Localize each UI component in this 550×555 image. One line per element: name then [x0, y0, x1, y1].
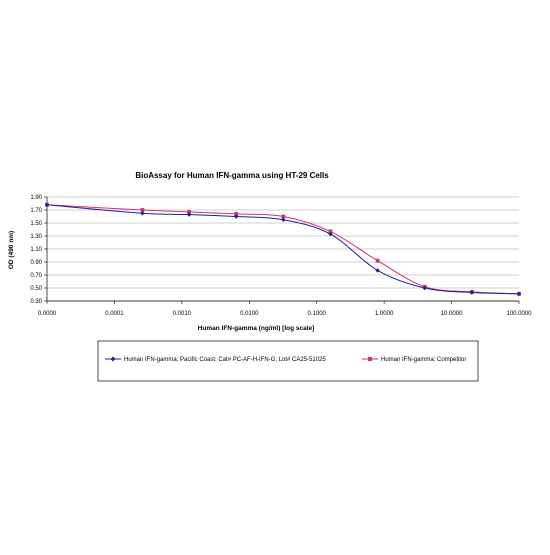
legend: Human IFN-gamma; Pacific Coast; Cat# PC-…	[97, 340, 479, 382]
y-tick-labels: 0.30 0.50 0.70 0.90 1.10 1.30 1.50 1.70 1.90	[30, 195, 42, 305]
data-point-series-2	[328, 229, 333, 234]
x-tick-label: 100.0000	[506, 311, 532, 317]
legend-label-series-2: Human IFN-gamma; Competitor	[381, 357, 466, 363]
data-point-series-1	[44, 202, 50, 207]
data-point-series-1	[422, 285, 427, 291]
series-markers	[44, 202, 522, 297]
legend-label-series-1: Human IFN-gamma; Pacific Coast; Cat# PC-…	[124, 357, 326, 363]
axes	[44, 196, 520, 304]
x-tick-label: 0.1000	[308, 311, 327, 317]
legend-marker-series-1	[110, 356, 116, 362]
series-line-1	[46, 204, 520, 295]
y-axis-label: OD (490 nm)	[8, 231, 15, 269]
y-tick-label: 0.90	[30, 260, 42, 266]
series-lines	[46, 204, 520, 295]
data-point-series-1	[281, 217, 286, 222]
data-point-series-1	[375, 268, 380, 273]
data-point-series-1	[140, 211, 145, 216]
x-tick-labels: 0.0000 0.0001 0.0010 0.0100 0.1000 1.0000 10.0…	[38, 311, 532, 317]
data-point-series-2	[187, 210, 191, 214]
chart-title: BioAssay for Human IFN-gamma using HT-29…	[135, 171, 329, 180]
data-point-series-2	[234, 212, 239, 216]
data-point-series-2	[140, 208, 145, 212]
data-point-series-2	[281, 214, 286, 219]
data-point-series-2	[375, 258, 380, 263]
y-tick-label: 0.50	[30, 286, 42, 292]
data-point-series-1	[469, 290, 475, 295]
y-tick-label: 1.70	[30, 208, 42, 214]
x-axis-label: Human IFN-gamma (ng/ml) [log scale]	[198, 325, 315, 332]
data-point-series-1	[234, 214, 239, 219]
legend-marker-series-2	[368, 357, 372, 361]
x-tick-label: 0.0100	[240, 311, 259, 317]
data-point-series-1	[516, 291, 522, 297]
x-tick-label: 1.0000	[375, 311, 394, 317]
x-tick-label: 10.0000	[441, 311, 463, 317]
data-point-series-1	[186, 212, 192, 217]
x-tick-label: 0.0001	[105, 311, 124, 317]
legend-box	[97, 340, 479, 382]
y-tick-label: 1.10	[30, 247, 42, 253]
x-tick-label: 0.0010	[173, 311, 192, 317]
y-tick-label: 0.30	[30, 299, 42, 305]
y-tick-label: 1.90	[30, 195, 42, 201]
y-tick-label: 1.30	[30, 234, 42, 240]
y-tick-label: 1.50	[30, 221, 42, 227]
x-tick-label: 0.0000	[38, 311, 57, 317]
data-point-series-1	[328, 231, 333, 237]
y-tick-label: 0.70	[30, 273, 42, 279]
